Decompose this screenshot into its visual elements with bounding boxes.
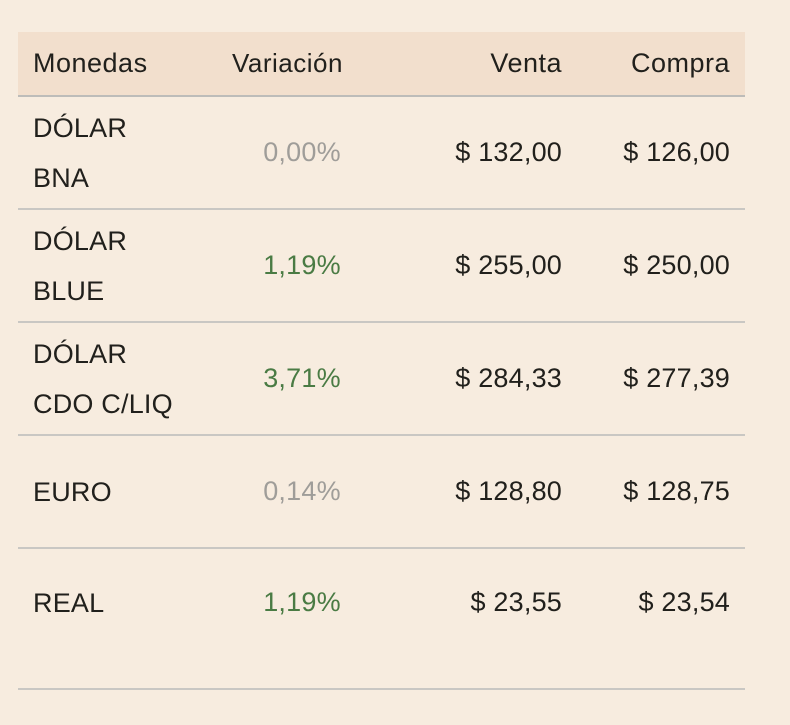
column-header-monedas: Monedas (33, 48, 148, 78)
table-row-dolar-blue: DÓLAR BLUE 1,19% $ 255,00 $ 250,00 (18, 210, 745, 323)
currency-rates-widget: Monedas Variación Venta Compra DÓLAR BNA… (18, 32, 745, 690)
buy-price: $ 277,39 (623, 363, 730, 393)
variation-value: 3,71% (263, 363, 341, 393)
currency-name-line: EURO (33, 476, 112, 507)
variation-value: 0,14% (263, 476, 341, 506)
table-row-dolar-bna: DÓLAR BNA 0,00% $ 132,00 $ 126,00 (18, 97, 745, 210)
buy-price: $ 126,00 (623, 137, 730, 167)
table-row-dolar-cdo-cliq: DÓLAR CDO C/LIQ 3,71% $ 284,33 $ 277,39 (18, 323, 745, 436)
buy-price: $ 23,54 (638, 587, 730, 617)
sell-price: $ 132,00 (455, 137, 562, 167)
currency-name-line: CDO C/LIQ (33, 388, 173, 419)
buy-price: $ 128,75 (623, 476, 730, 506)
buy-price: $ 250,00 (623, 250, 730, 280)
currency-name-line: DÓLAR (33, 225, 128, 256)
currency-name-line: BNA (33, 162, 90, 193)
currency-name-line: DÓLAR (33, 338, 128, 369)
variation-value: 1,19% (263, 250, 341, 280)
currency-name-line: REAL (33, 587, 105, 618)
currency-name: DÓLAR BNA (33, 103, 232, 203)
table-header-row: Monedas Variación Venta Compra (18, 32, 745, 97)
table-row-euro: EURO 0,14% $ 128,80 $ 128,75 (18, 436, 745, 549)
sell-price: $ 23,55 (470, 587, 562, 617)
column-header-venta: Venta (490, 48, 562, 78)
currency-name-line: BLUE (33, 275, 105, 306)
table-row-real: REAL 1,19% $ 23,55 $ 23,54 (18, 549, 745, 690)
column-header-compra: Compra (630, 48, 730, 78)
sell-price: $ 128,80 (455, 476, 562, 506)
currency-name: DÓLAR CDO C/LIQ (33, 329, 232, 429)
variation-value: 0,00% (263, 137, 341, 167)
currency-name-line: DÓLAR (33, 112, 128, 143)
currency-name: EURO (33, 467, 232, 517)
sell-price: $ 284,33 (455, 363, 562, 393)
currency-name: REAL (33, 578, 232, 628)
variation-value: 1,19% (263, 587, 341, 617)
currency-name: DÓLAR BLUE (33, 216, 232, 316)
column-header-variacion: Variación (232, 48, 343, 78)
sell-price: $ 255,00 (455, 250, 562, 280)
